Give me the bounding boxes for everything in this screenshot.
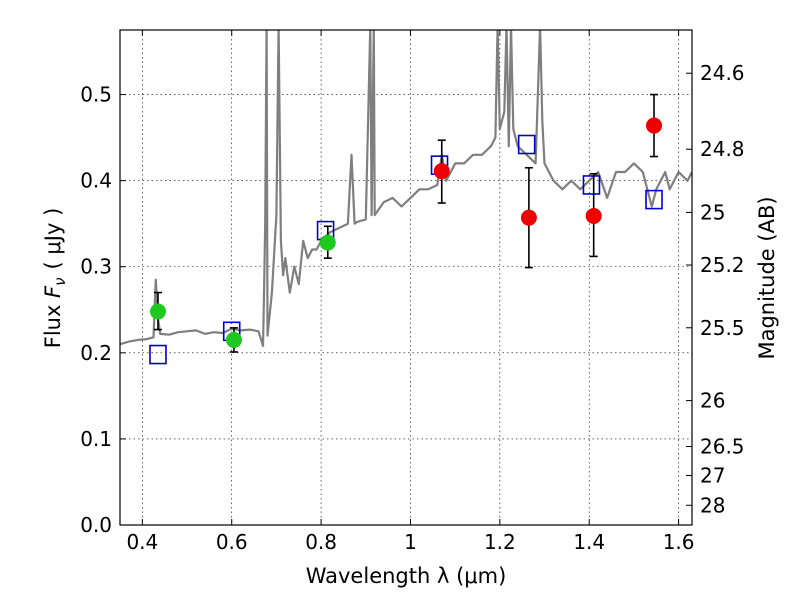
y-tick-label: 0.2 [80, 341, 112, 365]
y2-tick-label: 28 [700, 493, 725, 517]
y2-axis: 24.6 24.8 25 25.2 25.5 26 26.5 27 28 [686, 61, 745, 517]
y-axis: 0.0 0.1 0.2 0.3 0.4 0.5 [80, 83, 126, 537]
plot-background [120, 30, 692, 525]
y-tick-label: 0.5 [80, 83, 112, 107]
y-tick-label: 0.1 [80, 427, 112, 451]
x-tick-label: 0.4 [126, 530, 158, 554]
plot-area [120, 30, 692, 365]
observed-point [149, 303, 166, 320]
y-axis-label-subscript: ν [51, 277, 69, 285]
y-tick-label: 0.3 [80, 255, 112, 279]
y-axis-label-unit: ( μJy ) [41, 208, 65, 270]
x-tick-label: 0.8 [305, 530, 337, 554]
model-photometry-marker [149, 344, 167, 365]
observed-point [225, 331, 242, 348]
x-tick-label: 1.6 [663, 530, 695, 554]
x-axis: 0.4 0.6 0.8 1 1.2 1.4 1.6 [126, 30, 695, 554]
observed-point [319, 234, 336, 251]
model-photometry-marker [582, 175, 601, 195]
y2-tick-label: 24.6 [700, 61, 745, 85]
model-photometry-marker [517, 134, 536, 155]
observed-point [520, 209, 537, 226]
y-axis-label: Flux Fν ( μJy ) [41, 208, 69, 349]
plot-frame [119, 29, 693, 526]
y2-tick-label: 25 [700, 200, 725, 224]
y-axis-label-symbol: F [41, 285, 65, 298]
x-tick-label: 1.4 [573, 530, 605, 554]
y-tick-label: 0.0 [80, 513, 112, 537]
y-axis-label-prefix: Flux [41, 298, 65, 348]
x-axis-label: Wavelength λ (μm) [306, 564, 507, 588]
model-photometry-marker [645, 189, 663, 210]
y2-tick-label: 27 [700, 464, 725, 488]
observed-point [585, 207, 602, 224]
y2-tick-label: 24.8 [700, 137, 745, 161]
observed-point [646, 117, 663, 134]
y2-tick-label: 26 [700, 389, 725, 413]
observed-point [433, 163, 450, 180]
y2-tick-label: 25.5 [700, 316, 745, 340]
y-tick-label: 0.4 [80, 169, 112, 193]
y2-axis-label: Magnitude (AB) [755, 196, 779, 359]
x-tick-label: 1.2 [484, 530, 516, 554]
grid [120, 30, 692, 526]
x-tick-label: 0.6 [216, 530, 248, 554]
y2-tick-label: 26.5 [700, 434, 745, 458]
y2-tick-label: 25.2 [700, 253, 745, 277]
spectrum-line [120, 30, 692, 347]
x-tick-label: 1 [404, 530, 417, 554]
